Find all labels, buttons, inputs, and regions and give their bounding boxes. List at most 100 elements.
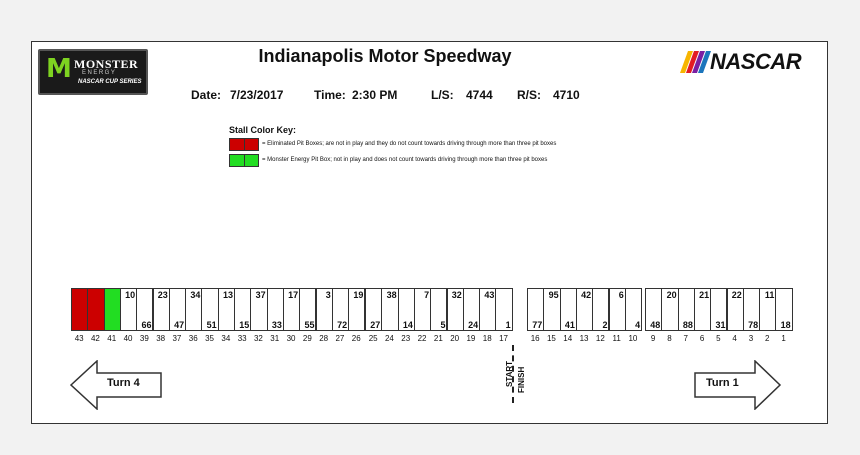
pit-stall-team-number: 47 <box>174 320 185 330</box>
monster-energy-logo: M MONSTER ENERGY NASCAR CUP SERIES <box>38 49 148 95</box>
eliminated-swatch <box>229 138 259 151</box>
pit-stall-number: 24 <box>384 334 394 343</box>
pit-stall-team-number: 10 <box>125 290 136 300</box>
pit-stall-team-number: 5 <box>440 320 446 330</box>
pit-stall-team-number: 21 <box>699 290 710 300</box>
pit-stall-number: 39 <box>139 334 149 343</box>
pit-stall-box <box>348 288 366 331</box>
pit-stall-team-number: 43 <box>484 290 495 300</box>
pit-stall-number: 15 <box>546 334 556 343</box>
pit-stall-team-number: 48 <box>650 320 661 330</box>
pit-stall-number: 5 <box>716 334 721 343</box>
pit-stall-number: 36 <box>188 334 198 343</box>
pit-stall-team-number: 88 <box>682 320 693 330</box>
pit-stall-number: 9 <box>650 334 656 343</box>
pit-stall-number: 40 <box>123 334 133 343</box>
monster-series-text: NASCAR CUP SERIES <box>78 79 142 85</box>
pit-stall-number: 42 <box>90 334 100 343</box>
turn-1-label: Turn 1 <box>706 377 739 389</box>
pit-stall-team-number: 32 <box>451 290 462 300</box>
pit-stall-team-number: 11 <box>764 290 775 300</box>
pit-stall-team-number: 14 <box>402 320 413 330</box>
pit-stall-team-number: 15 <box>239 320 250 330</box>
pit-stall-number: 16 <box>530 334 540 343</box>
pit-stall-team-number: 31 <box>715 320 726 330</box>
nascar-logo: NASCAR <box>679 49 820 75</box>
pit-stall-number: 19 <box>466 334 476 343</box>
pit-stall-number: 37 <box>172 334 182 343</box>
pit-stall-number: 21 <box>433 334 443 343</box>
pit-stall-number: 10 <box>628 334 638 343</box>
pit-stall-team-number: 19 <box>353 290 364 300</box>
pit-stall-number: 18 <box>482 334 492 343</box>
pit-stall-number: 3 <box>748 334 754 343</box>
pit-stall-number: 25 <box>368 334 378 343</box>
pit-stall-team-number: 3 <box>325 290 331 300</box>
pit-stall-team-number: 27 <box>370 320 381 330</box>
pit-stall-team-number: 78 <box>748 320 759 330</box>
pit-stall-team-number: 55 <box>304 320 315 330</box>
pit-stall-team-number: 77 <box>532 320 543 330</box>
monster-energy-sub: ENERGY <box>82 70 117 76</box>
monster-key-text: = Monster Energy Pit Box; not in play an… <box>262 157 548 163</box>
pit-stall-team-number: 2 <box>602 320 608 330</box>
stall-color-key-title: Stall Color Key: <box>229 125 297 135</box>
left-arrow-icon <box>70 360 162 410</box>
pit-stall-number: 27 <box>335 334 345 343</box>
pit-stall-team-number: 34 <box>190 290 201 300</box>
nascar-wordmark: NASCAR <box>710 49 802 74</box>
pit-stall-team-number: 17 <box>288 290 299 300</box>
pit-stall-number: 1 <box>781 334 786 343</box>
pit-stall-number: 38 <box>156 334 166 343</box>
pit-stall-box <box>775 288 793 331</box>
pit-stall-team-number: 95 <box>548 290 559 300</box>
pit-stall-number: 41 <box>107 334 117 343</box>
pit-stall-team-number: 13 <box>222 290 233 300</box>
pit-stall-diagram-frame <box>31 41 828 424</box>
pit-stall-team-number: 51 <box>206 320 217 330</box>
rs-label: R/S: <box>517 88 541 102</box>
turn-1-arrow: Turn 1 <box>694 360 786 410</box>
pit-stall-number: 32 <box>253 334 263 343</box>
pit-stall-number: 4 <box>732 334 737 343</box>
right-arrow-icon <box>694 360 782 410</box>
pit-stall-number: 43 <box>74 334 84 343</box>
pit-stall-number: 23 <box>401 334 411 343</box>
pit-stall-number: 17 <box>499 334 508 343</box>
pit-stall-team-number: 23 <box>157 290 168 300</box>
pit-stall-team-number: 41 <box>564 320 575 330</box>
pit-stall-team-number: 72 <box>337 320 348 330</box>
pit-stall-number: 2 <box>765 334 770 343</box>
frame-gap <box>57 168 72 288</box>
finish-label: FINISH <box>517 366 526 393</box>
pit-stall-team-number: 38 <box>386 290 397 300</box>
ls-label: L/S: <box>431 88 454 102</box>
pit-stall-team-number: 1 <box>505 320 511 330</box>
turn-4-label: Turn 4 <box>107 377 140 389</box>
date-value: 7/23/2017 <box>230 88 284 102</box>
pit-stall-number: 29 <box>302 334 312 343</box>
turn-4-arrow: Turn 4 <box>70 360 162 410</box>
pit-stall-number: 12 <box>595 334 605 343</box>
pit-stall-number: 35 <box>205 334 214 343</box>
pit-stall-box <box>624 288 643 331</box>
date-label: Date: <box>191 88 222 102</box>
pit-stall-team-number: 33 <box>271 320 282 330</box>
page-title: Indianapolis Motor Speedway <box>258 46 512 66</box>
start-finish-line: START FINISH <box>504 345 526 403</box>
pit-stall-team-number: 18 <box>780 320 791 330</box>
pit-stall-box <box>87 288 105 331</box>
pit-stall-number: 33 <box>237 334 247 343</box>
pit-stall-team-number: 7 <box>424 290 430 300</box>
pit-stall-number: 22 <box>417 334 427 343</box>
pit-stall-number: 26 <box>351 334 361 343</box>
rs-value: 4710 <box>553 88 580 102</box>
pit-stall-team-number: 24 <box>468 320 479 330</box>
pit-stall-number: 14 <box>563 334 573 343</box>
pit-stall-number: 31 <box>270 334 280 343</box>
ls-value: 4744 <box>466 88 493 102</box>
pit-stall-team-number: 66 <box>141 320 152 330</box>
pit-stall-team-number: 6 <box>618 290 624 300</box>
pit-stall-number: 6 <box>699 334 705 343</box>
pit-stall-box <box>103 288 121 331</box>
